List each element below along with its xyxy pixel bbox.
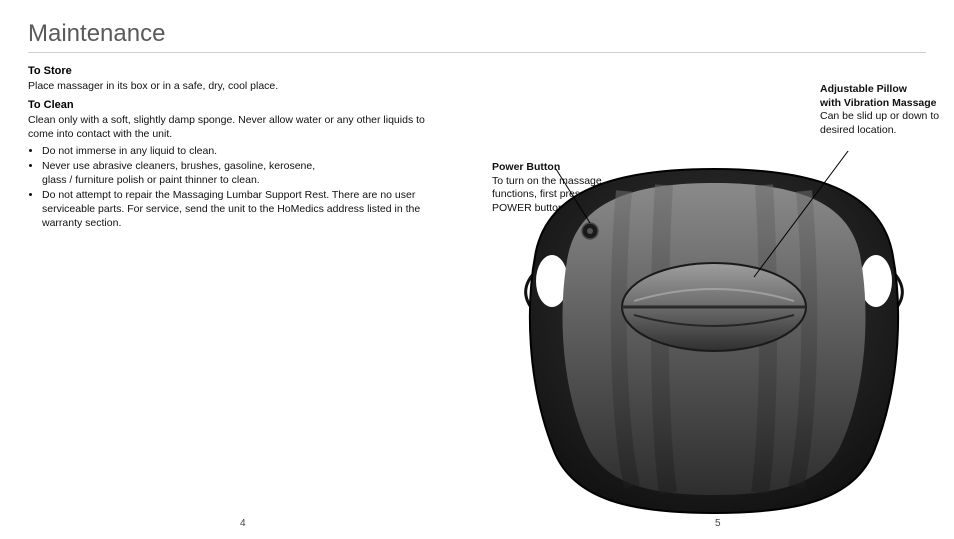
left-column: To Store Place massager in its box or in… [28,61,468,232]
power-button-inner [587,228,593,234]
to-store-text: Place massager in its box or in a safe, … [28,79,452,93]
right-column: Power Button To turn on the massage func… [468,61,926,232]
to-clean-list: Do not immerse in any liquid to clean. N… [28,144,452,231]
product-illustration [504,151,924,531]
clean-bullet-1: Do not immerse in any liquid to clean. [42,144,452,158]
pillow-title-2: with Vibration Massage [820,97,940,111]
pillow-title-1: Adjustable Pillow [820,83,940,97]
pillow-text: Can be slid up or down to desired locati… [820,110,939,136]
to-clean-intro: Clean only with a soft, slightly damp sp… [28,113,452,141]
section-title: Maintenance [28,20,926,48]
clean-bullet-2a: Never use abrasive cleaners, brushes, ga… [42,160,315,172]
clean-bullet-2b: glass / furniture polish or paint thinne… [42,174,260,186]
page-number-right: 5 [715,518,721,529]
page-number-left: 4 [240,518,246,529]
pillow [622,263,806,351]
clean-bullet-3: Do not attempt to repair the Massaging L… [42,188,452,231]
title-rule [28,52,926,53]
clean-bullet-2: Never use abrasive cleaners, brushes, ga… [42,159,452,187]
to-clean-heading: To Clean [28,99,452,111]
pillow-callout: Adjustable Pillow with Vibration Massage… [820,83,940,138]
to-store-heading: To Store [28,65,452,77]
page: Maintenance To Store Place massager in i… [0,0,954,539]
columns: To Store Place massager in its box or in… [28,61,926,232]
